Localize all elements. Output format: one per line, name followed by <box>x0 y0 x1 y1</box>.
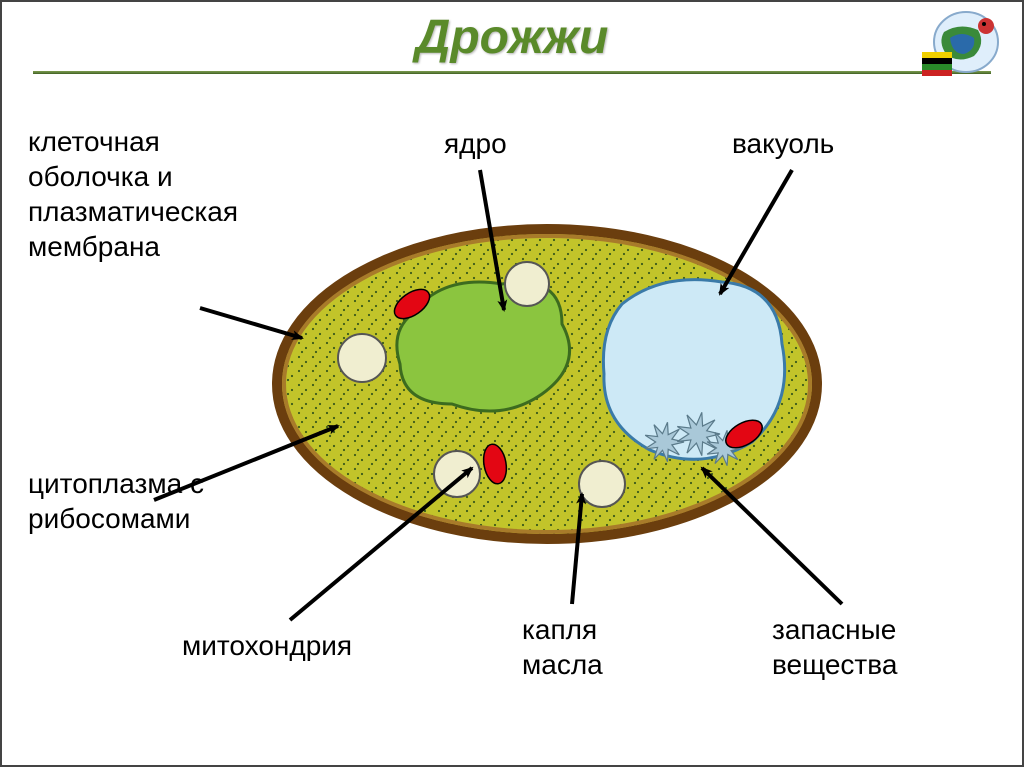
label-oil-droplet: каплямасла <box>522 612 603 682</box>
label-mitochondrion: митохондрия <box>182 628 352 663</box>
page-title: Дрожжи <box>2 10 1022 65</box>
label-cytoplasm: цитоплазма срибосомами <box>28 466 204 536</box>
label-membrane: клеточнаяоболочка иплазматическаямембран… <box>28 124 238 264</box>
label-nucleus: ядро <box>444 126 507 161</box>
label-storage: запасныевещества <box>772 612 897 682</box>
label-vacuole: вакуоль <box>732 126 834 161</box>
header: Дрожжи <box>2 2 1022 74</box>
diagram-area: клеточнаяоболочка иплазматическаямембран… <box>2 74 1022 754</box>
